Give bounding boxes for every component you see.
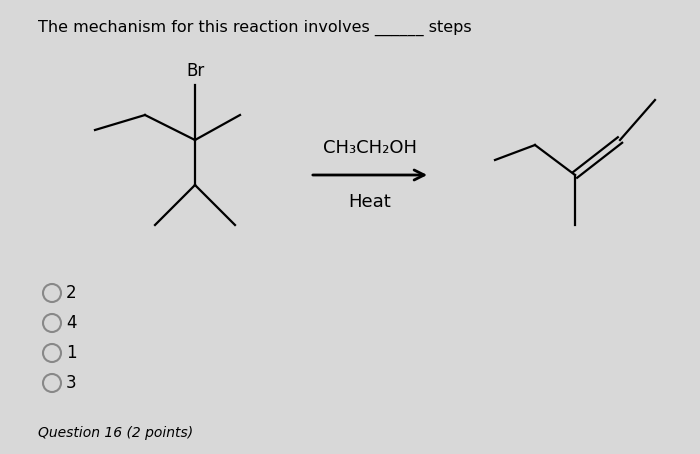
Text: Question 16 (2 points): Question 16 (2 points) — [38, 426, 193, 440]
Text: 1: 1 — [66, 344, 76, 362]
Text: Br: Br — [186, 62, 204, 80]
Text: 4: 4 — [66, 314, 76, 332]
Text: The mechanism for this reaction involves ______ steps: The mechanism for this reaction involves… — [38, 20, 472, 36]
Text: Heat: Heat — [349, 193, 391, 211]
Text: CH₃CH₂OH: CH₃CH₂OH — [323, 139, 417, 157]
Text: 2: 2 — [66, 284, 76, 302]
Text: 3: 3 — [66, 374, 76, 392]
